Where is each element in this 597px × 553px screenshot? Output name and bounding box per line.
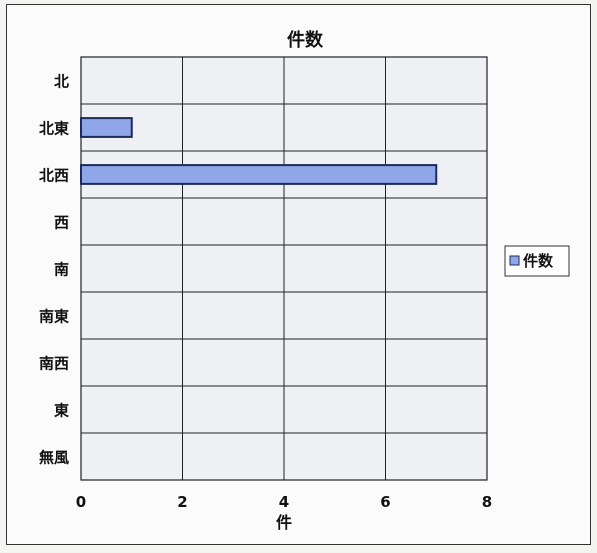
- legend: 件数: [504, 245, 570, 277]
- bars: [80, 117, 438, 185]
- category-label: 南西: [39, 355, 69, 373]
- chart-title: 件数: [287, 29, 324, 51]
- x-tick-labels: 0 2 4 6 8: [76, 493, 492, 511]
- category-label: 西: [54, 214, 69, 232]
- x-tick-label: 2: [177, 493, 187, 511]
- legend-swatch: [509, 255, 520, 266]
- category-label: 北東: [39, 120, 69, 138]
- bar: [80, 117, 133, 138]
- category-label: 東: [54, 402, 69, 420]
- x-axis-label: 件: [276, 513, 292, 532]
- legend-label: 件数: [523, 252, 554, 270]
- category-label: 南: [54, 261, 69, 279]
- category-label: 北西: [39, 167, 69, 185]
- x-tick-label: 4: [279, 493, 289, 511]
- category-label: 南東: [39, 308, 69, 326]
- grid-lines: [80, 57, 488, 480]
- x-tick-label: 6: [380, 493, 390, 511]
- x-tick-label: 8: [482, 493, 492, 511]
- category-label: 無風: [39, 449, 69, 467]
- category-label: 北: [54, 73, 69, 91]
- bar: [80, 164, 438, 185]
- x-tick-label: 0: [76, 493, 86, 511]
